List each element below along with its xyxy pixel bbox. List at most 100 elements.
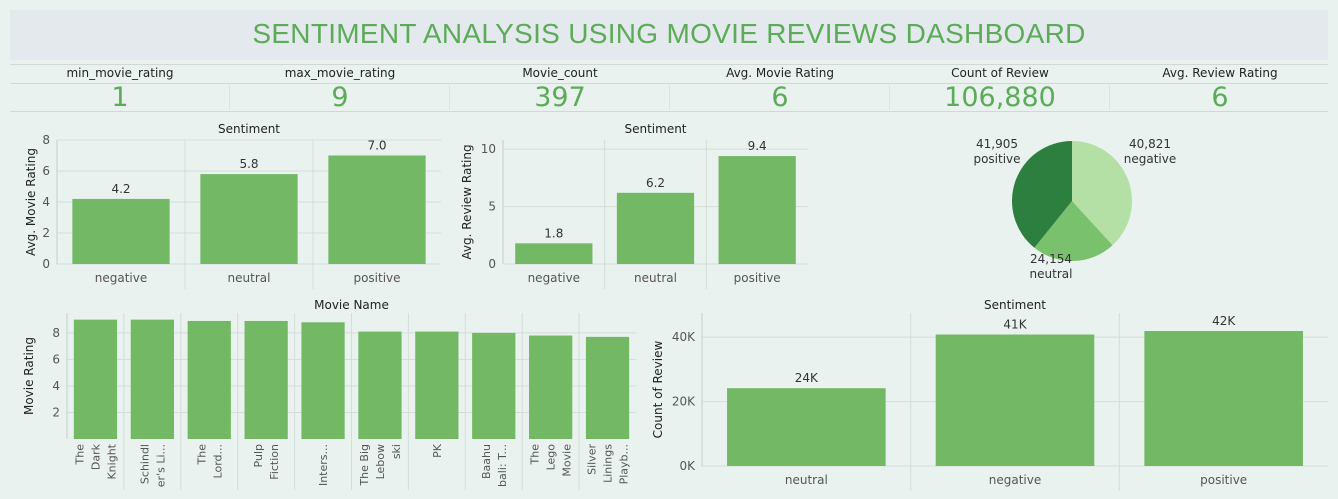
chart-movie-rating-y-axis-label: Movie Rating (22, 337, 36, 415)
chart-movie-rating-x-tick-label: PK (431, 443, 444, 458)
chart-movie-rating-x-tick-label: Baahu (480, 444, 493, 479)
chart-movie-rating-x-tick-label: The (529, 444, 542, 466)
kpi-row: min_movie_rating 1 max_movie_rating 9 Mo… (10, 63, 1328, 113)
chart-movie-rating-x-tick-label: The (195, 444, 208, 466)
chart-count-of-review-y-tick-label: 20K (672, 395, 696, 409)
chart-movie-rating-x-tick-label: The (73, 444, 86, 466)
chart-avg-movie-rating-bar (328, 155, 426, 264)
chart-count-of-review-x-tick-label: neutral (785, 473, 828, 487)
chart-count-of-review-bar (1144, 331, 1303, 466)
chart-avg-review-rating-bar (616, 192, 695, 264)
kpi-max-movie-rating: max_movie_rating 9 (230, 63, 450, 113)
chart-movie-rating-x-tick-label: Fiction (268, 444, 281, 480)
chart-avg-review-rating-y-axis-label: Avg. Review Rating (460, 144, 474, 259)
kpi-avg-movie-rating: Avg. Movie Rating 6 (670, 63, 890, 113)
pie-slice-neutral (1034, 201, 1113, 262)
chart-movie-rating-x-tick-label: Dark (89, 443, 102, 470)
chart-movie-rating-y-tick-label: 2 (52, 405, 60, 419)
chart-movie-rating-bar (529, 335, 573, 439)
chart-movie-rating-x-tick-label: Lebow (374, 444, 387, 479)
chart-avg-review-rating-y-tick-label: 10 (481, 142, 496, 156)
chart-avg-review-rating-x-tick-label: neutral (634, 271, 677, 285)
kpi-count-of-review: Count of Review 106,880 (890, 63, 1110, 113)
chart-movie-rating-y-tick-label: 8 (52, 326, 60, 340)
chart-avg-movie-rating-data-label: 5.8 (239, 157, 258, 171)
kpi-separator (229, 83, 230, 110)
chart-movie-rating-x-tick-label: Lego (545, 444, 558, 471)
chart-avg-movie-rating-y-tick-label: 6 (42, 164, 50, 178)
chart-movie-rating-bar (187, 320, 231, 439)
chart-movie-rating-y-tick-label: 4 (52, 379, 60, 393)
pie-value-label: 41,905 (976, 137, 1018, 151)
chart-movie-rating-bar (472, 332, 516, 439)
chart-movie-rating-title: Movie Name (314, 298, 389, 312)
kpi-value: 106,880 (944, 82, 1056, 113)
kpi-separator (1109, 83, 1110, 110)
chart-movie-rating-x-tick-label: Inters... (317, 444, 330, 486)
kpi-movie-count: Movie_count 397 (450, 63, 670, 113)
chart-avg-movie-rating-y-tick-label: 2 (42, 226, 50, 240)
kpi-value: 6 (1211, 82, 1229, 113)
kpi-separator (889, 83, 890, 110)
chart-movie-rating-bar (130, 319, 174, 439)
chart-movie-rating-y-tick-label: 6 (52, 352, 60, 366)
chart-avg-movie-rating-y-axis-label: Avg. Movie Rating (24, 148, 38, 256)
chart-movie-rating-x-tick-label: The Big (358, 444, 371, 487)
chart-avg-movie-rating-bar (200, 174, 298, 264)
chart-count-of-review-x-tick-label: negative (989, 473, 1041, 487)
kpi-label: min_movie_rating (66, 66, 174, 80)
chart-movie-rating-x-tick-label: Linings (602, 444, 615, 483)
pie-category-label: neutral (1030, 267, 1073, 281)
chart-count-of-review-y-tick-label: 40K (672, 330, 696, 344)
chart-avg-movie-rating-bar (72, 198, 170, 264)
chart-movie-rating-x-tick-label: Playb... (618, 444, 631, 484)
chart-avg-review-rating-y-tick-label: 5 (488, 200, 496, 214)
kpi-label: Movie_count (522, 66, 598, 80)
kpi-min-movie-rating: min_movie_rating 1 (10, 63, 230, 113)
pie-slice-negative (1072, 141, 1133, 246)
kpi-separator (449, 83, 450, 110)
chart-movie-rating-x-tick-label: er's Li... (154, 444, 167, 487)
chart-count-of-review-y-tick-label: 0K (679, 459, 696, 473)
dashboard-title: SENTIMENT ANALYSIS USING MOVIE REVIEWS D… (252, 18, 1086, 49)
chart-avg-movie-rating-y-tick-label: 8 (42, 133, 50, 147)
chart-avg-review-rating-bar (515, 243, 593, 264)
chart-movie-rating-x-tick-label: Knight (105, 443, 118, 479)
kpi-label: Avg. Review Rating (1162, 66, 1278, 80)
kpi-value: 9 (331, 82, 349, 113)
chart-movie-rating-bar (244, 320, 288, 439)
chart-movie-rating-bar (73, 319, 118, 439)
chart-movie-rating-x-tick-label: ski (390, 444, 403, 459)
chart-avg-movie-rating-x-tick-label: negative (95, 271, 147, 285)
chart-avg-review-rating-x-tick-label: positive (734, 271, 781, 285)
chart-count-of-review-data-label: 24K (795, 371, 819, 385)
kpi-separator (669, 83, 670, 110)
chart-count-of-review-x-tick-label: positive (1200, 473, 1247, 487)
chart-count-of-review-bar (727, 388, 886, 466)
chart-movie-rating-x-tick-label: Movie (561, 444, 574, 477)
chart-movie-rating-x-tick-label: Lord... (211, 444, 224, 478)
chart-avg-movie-rating-x-tick-label: positive (353, 271, 400, 285)
pie-slice-positive (1012, 141, 1072, 248)
kpi-label: Count of Review (951, 66, 1049, 80)
chart-movie-rating-x-tick-label: Pulp (252, 444, 265, 467)
chart-avg-review-rating-data-label: 9.4 (748, 139, 767, 153)
pie-category-label: positive (973, 152, 1020, 166)
kpi-label: Avg. Movie Rating (726, 66, 834, 80)
pie-value-label: 24,154 (1030, 252, 1072, 266)
kpi-top-line (10, 64, 1328, 65)
chart-count-of-review-bar (935, 334, 1095, 466)
chart-movie-rating-x-tick-label: bali: T... (496, 444, 509, 487)
chart-avg-movie-rating-data-label: 7.0 (367, 139, 386, 153)
chart-movie-rating-x-tick-label: Schindl (138, 444, 151, 484)
chart-count-of-review-title: Sentiment (984, 298, 1046, 312)
chart-avg-review-rating-bar (718, 156, 796, 264)
chart-avg-review-rating-data-label: 6.2 (646, 176, 665, 190)
kpi-value: 397 (534, 82, 586, 113)
chart-movie-rating-x-tick-label: Silver (586, 444, 599, 475)
chart-movie-rating-bar (301, 322, 345, 439)
chart-count-of-review-data-label: 42K (1212, 314, 1236, 328)
chart-movie-rating-bar (585, 336, 630, 439)
chart-avg-review-rating-x-tick-label: negative (528, 271, 580, 285)
